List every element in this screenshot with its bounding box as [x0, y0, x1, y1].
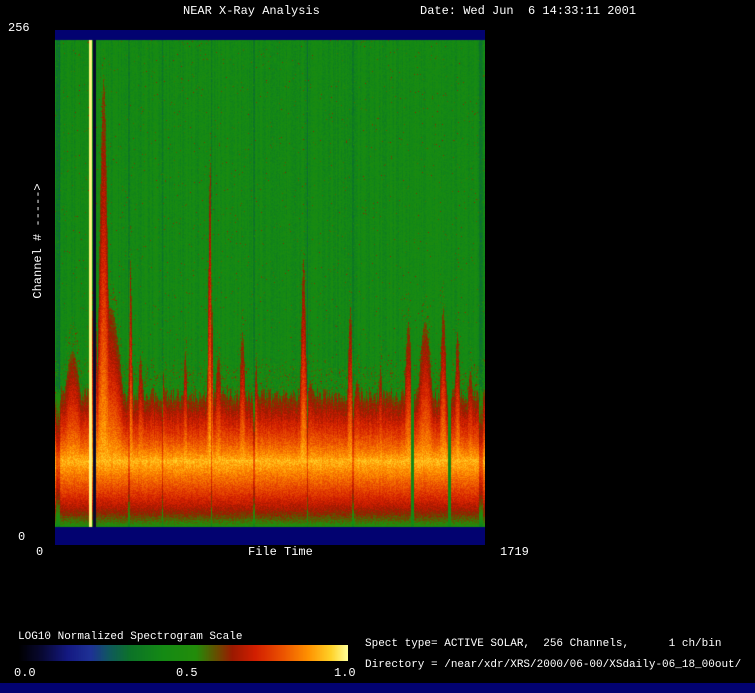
bottom-blue-bar	[0, 683, 755, 693]
window-title: NEAR X-Ray Analysis	[183, 4, 320, 18]
spect-type-label: Spect type= ACTIVE SOLAR, 256 Channels, …	[365, 638, 722, 650]
colorbar-tick-min: 0.0	[14, 666, 36, 680]
y-axis-title: Channel # ----->	[31, 183, 45, 299]
directory-label: Directory = /near/xdr/XRS/2000/06-00/XSd…	[365, 659, 742, 671]
spectrogram-plot	[55, 30, 485, 545]
colorbar-tick-mid: 0.5	[176, 666, 198, 680]
x-axis-title: File Time	[248, 545, 313, 559]
colorbar-title: LOG10 Normalized Spectrogram Scale	[18, 631, 243, 643]
y-axis-max-label: 256	[8, 21, 30, 35]
y-axis-min-label: 0	[18, 530, 26, 544]
date-label: Date: Wed Jun 6 14:33:11 2001	[420, 4, 637, 18]
colorbar-tick-max: 1.0	[334, 666, 356, 680]
x-axis-min-label: 0	[36, 545, 44, 559]
colorbar	[18, 645, 348, 661]
x-axis-max-label: 1719	[500, 545, 529, 559]
